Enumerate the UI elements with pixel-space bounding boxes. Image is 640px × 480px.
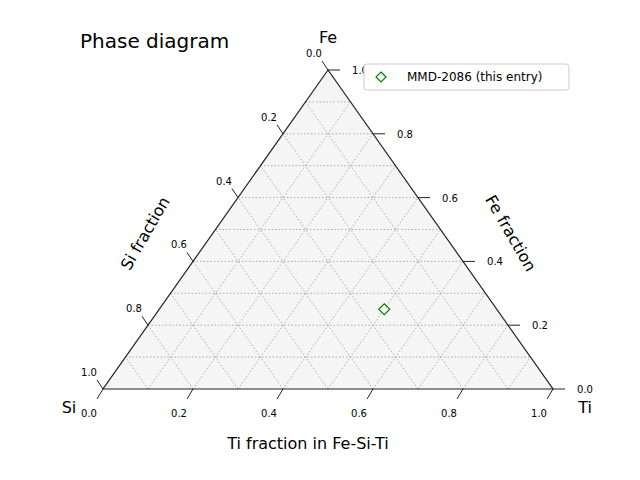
svg-text:Phase diagram: Phase diagram	[80, 29, 229, 53]
svg-text:MMD-2086 (this entry): MMD-2086 (this entry)	[407, 70, 542, 84]
svg-text:0.0: 0.0	[81, 408, 97, 419]
svg-text:0.2: 0.2	[171, 408, 187, 419]
svg-text:1.0: 1.0	[352, 65, 368, 76]
svg-text:Fe fraction: Fe fraction	[481, 192, 540, 275]
svg-text:0.0: 0.0	[577, 384, 593, 395]
svg-text:1.0: 1.0	[81, 367, 97, 378]
svg-text:Ti: Ti	[577, 398, 592, 417]
svg-text:Fe: Fe	[319, 28, 337, 47]
svg-text:0.6: 0.6	[351, 408, 367, 419]
svg-text:0.2: 0.2	[532, 320, 548, 331]
svg-text:0.8: 0.8	[397, 129, 413, 140]
svg-text:0.4: 0.4	[261, 408, 277, 419]
svg-text:Si fraction: Si fraction	[117, 193, 174, 273]
svg-text:0.6: 0.6	[442, 193, 458, 204]
svg-text:0.6: 0.6	[171, 239, 187, 250]
svg-text:0.8: 0.8	[126, 303, 142, 314]
svg-text:0.0: 0.0	[306, 48, 322, 59]
svg-text:0.2: 0.2	[261, 112, 277, 123]
svg-text:1.0: 1.0	[531, 408, 547, 419]
svg-text:Si: Si	[62, 398, 77, 417]
svg-text:0.4: 0.4	[216, 176, 232, 187]
svg-text:0.4: 0.4	[487, 256, 503, 267]
svg-text:Ti fraction in Fe-Si-Ti: Ti fraction in Fe-Si-Ti	[226, 434, 389, 453]
svg-text:0.8: 0.8	[441, 408, 457, 419]
